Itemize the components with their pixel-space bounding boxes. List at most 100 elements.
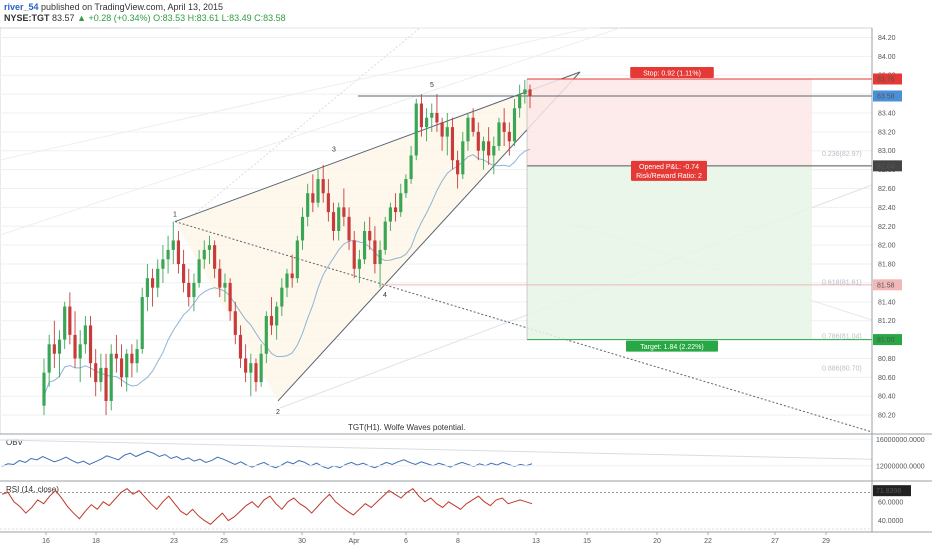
rsi-last-tag-bg <box>873 485 911 497</box>
y-tick-label: 82.40 <box>878 205 896 212</box>
y-tick-label: 83.40 <box>878 110 896 117</box>
stop-label: Stop: 0.92 (1.11%) <box>630 66 714 78</box>
candle-body <box>228 282 232 312</box>
candle-body <box>512 108 517 142</box>
candle-body <box>373 240 377 265</box>
moving-average-line <box>43 148 531 397</box>
candle-body <box>300 216 305 241</box>
price-tag-text: 81.00 <box>877 337 895 344</box>
y-tick-label: 82.20 <box>878 224 896 231</box>
fib-label: 0.786(81.04) <box>822 333 862 340</box>
price-change: ▲ +0.28 (+0.34%) <box>77 13 151 23</box>
x-tick-label: 22 <box>704 538 712 545</box>
candle-body <box>99 367 103 383</box>
candle-body <box>466 117 470 142</box>
candle-body <box>150 278 155 288</box>
wave-point-label: 1 <box>173 212 177 219</box>
candle-body <box>47 344 51 373</box>
candle-body <box>368 231 372 241</box>
y-tick-label: 81.20 <box>878 318 896 325</box>
candle-body <box>306 193 310 217</box>
x-tick-label: 27 <box>771 538 779 545</box>
y-tick-label: 83.00 <box>878 148 896 155</box>
wave-point-label: 3 <box>332 146 336 153</box>
candle-body <box>187 282 191 298</box>
trend-line-faint <box>0 27 591 161</box>
candle-body <box>352 240 356 269</box>
obv-tick-label: 12000000.0000 <box>876 463 925 470</box>
ohlc-values: O:83.53 H:83.61 L:83.49 C:83.58 <box>153 13 286 23</box>
candle-body <box>492 146 496 156</box>
candle-body <box>456 160 460 175</box>
obv-trend-faint <box>0 439 873 460</box>
candle-body <box>244 358 248 373</box>
symbol: NYSE:TGT <box>4 13 50 23</box>
candle-body <box>254 363 258 383</box>
price-tag: 83.58 <box>873 90 902 102</box>
stop-label-bg <box>630 66 714 78</box>
y-tick-label: 80.80 <box>878 356 896 363</box>
candle-body <box>326 193 330 213</box>
price-tag-bg <box>873 73 902 85</box>
candle-body <box>393 207 398 213</box>
candle-body <box>347 216 351 241</box>
price-change-value: +0.28 (+0.34%) <box>88 13 151 23</box>
candle-body <box>337 207 341 231</box>
fib-label: 0.618(81.61) <box>822 279 862 286</box>
candle-body <box>321 179 325 194</box>
rsi-tick-label: 60.0000 <box>878 499 903 506</box>
target-label-bg <box>626 340 718 352</box>
candle-body <box>528 89 532 96</box>
wave-point-label: 4 <box>383 292 387 299</box>
candle-body <box>73 334 77 359</box>
candle-body <box>52 344 56 354</box>
y-tick-label: 82.60 <box>878 186 896 193</box>
price-tag-text: 83.58 <box>877 93 895 100</box>
pnl-label-text: Opened P&L: -0.74 <box>639 164 699 171</box>
x-tick-label: 20 <box>653 538 661 545</box>
rsi-tick-label: 40.0000 <box>878 518 903 525</box>
y-tick-label: 84.00 <box>878 54 896 61</box>
trend-line-faint <box>0 27 621 236</box>
rsi-pane: RSI (14, close) <box>0 485 872 530</box>
candle-body <box>285 273 289 288</box>
candle-body <box>275 306 279 326</box>
target-zone <box>527 165 812 340</box>
candle-body <box>233 311 237 335</box>
candle-body <box>114 353 118 359</box>
candle-body <box>311 193 315 203</box>
symbol-line: NYSE:TGT 83.57 ▲ +0.28 (+0.34%) O:83.53 … <box>4 13 286 23</box>
candle-body <box>156 268 160 288</box>
price-tag: 81.58 <box>873 279 902 291</box>
candle-body <box>409 155 413 180</box>
candle-body <box>440 122 444 137</box>
author-name[interactable]: river_54 <box>4 2 39 12</box>
candle-body <box>223 282 227 288</box>
fib-label: 0.236(82.97) <box>822 151 862 158</box>
chart-annotation: TGT(H1). Wolfe Waves potential. <box>348 423 465 432</box>
candle-body <box>404 179 408 194</box>
main-pane: 0.236(82.97) 0.618(81.61) 0.786(81.04) 0.88… <box>0 27 873 435</box>
price-tag: 83.76 <box>873 73 902 85</box>
candle-body <box>238 334 243 359</box>
candle-body <box>264 315 268 354</box>
candle-body <box>383 221 387 250</box>
candle-body <box>399 193 403 213</box>
y-tick-label: 82.00 <box>878 243 896 250</box>
candle-body <box>140 297 144 350</box>
fib-label: 0.886(80.70) <box>822 365 862 372</box>
price-tag-text: 83.76 <box>877 76 895 83</box>
candle-body <box>290 273 294 279</box>
rsi-last-tag-text: 71.8398 <box>876 488 901 495</box>
candle-body <box>218 268 222 288</box>
x-tick-label: 15 <box>583 538 591 545</box>
x-tick-label: 13 <box>532 538 540 545</box>
y-tick-label: 80.60 <box>878 375 896 382</box>
candle-body <box>507 131 511 142</box>
candle-body <box>202 249 206 260</box>
candle-body <box>171 240 175 250</box>
candle-body <box>63 306 67 340</box>
candle-body <box>57 339 62 354</box>
candle-body <box>192 282 196 298</box>
